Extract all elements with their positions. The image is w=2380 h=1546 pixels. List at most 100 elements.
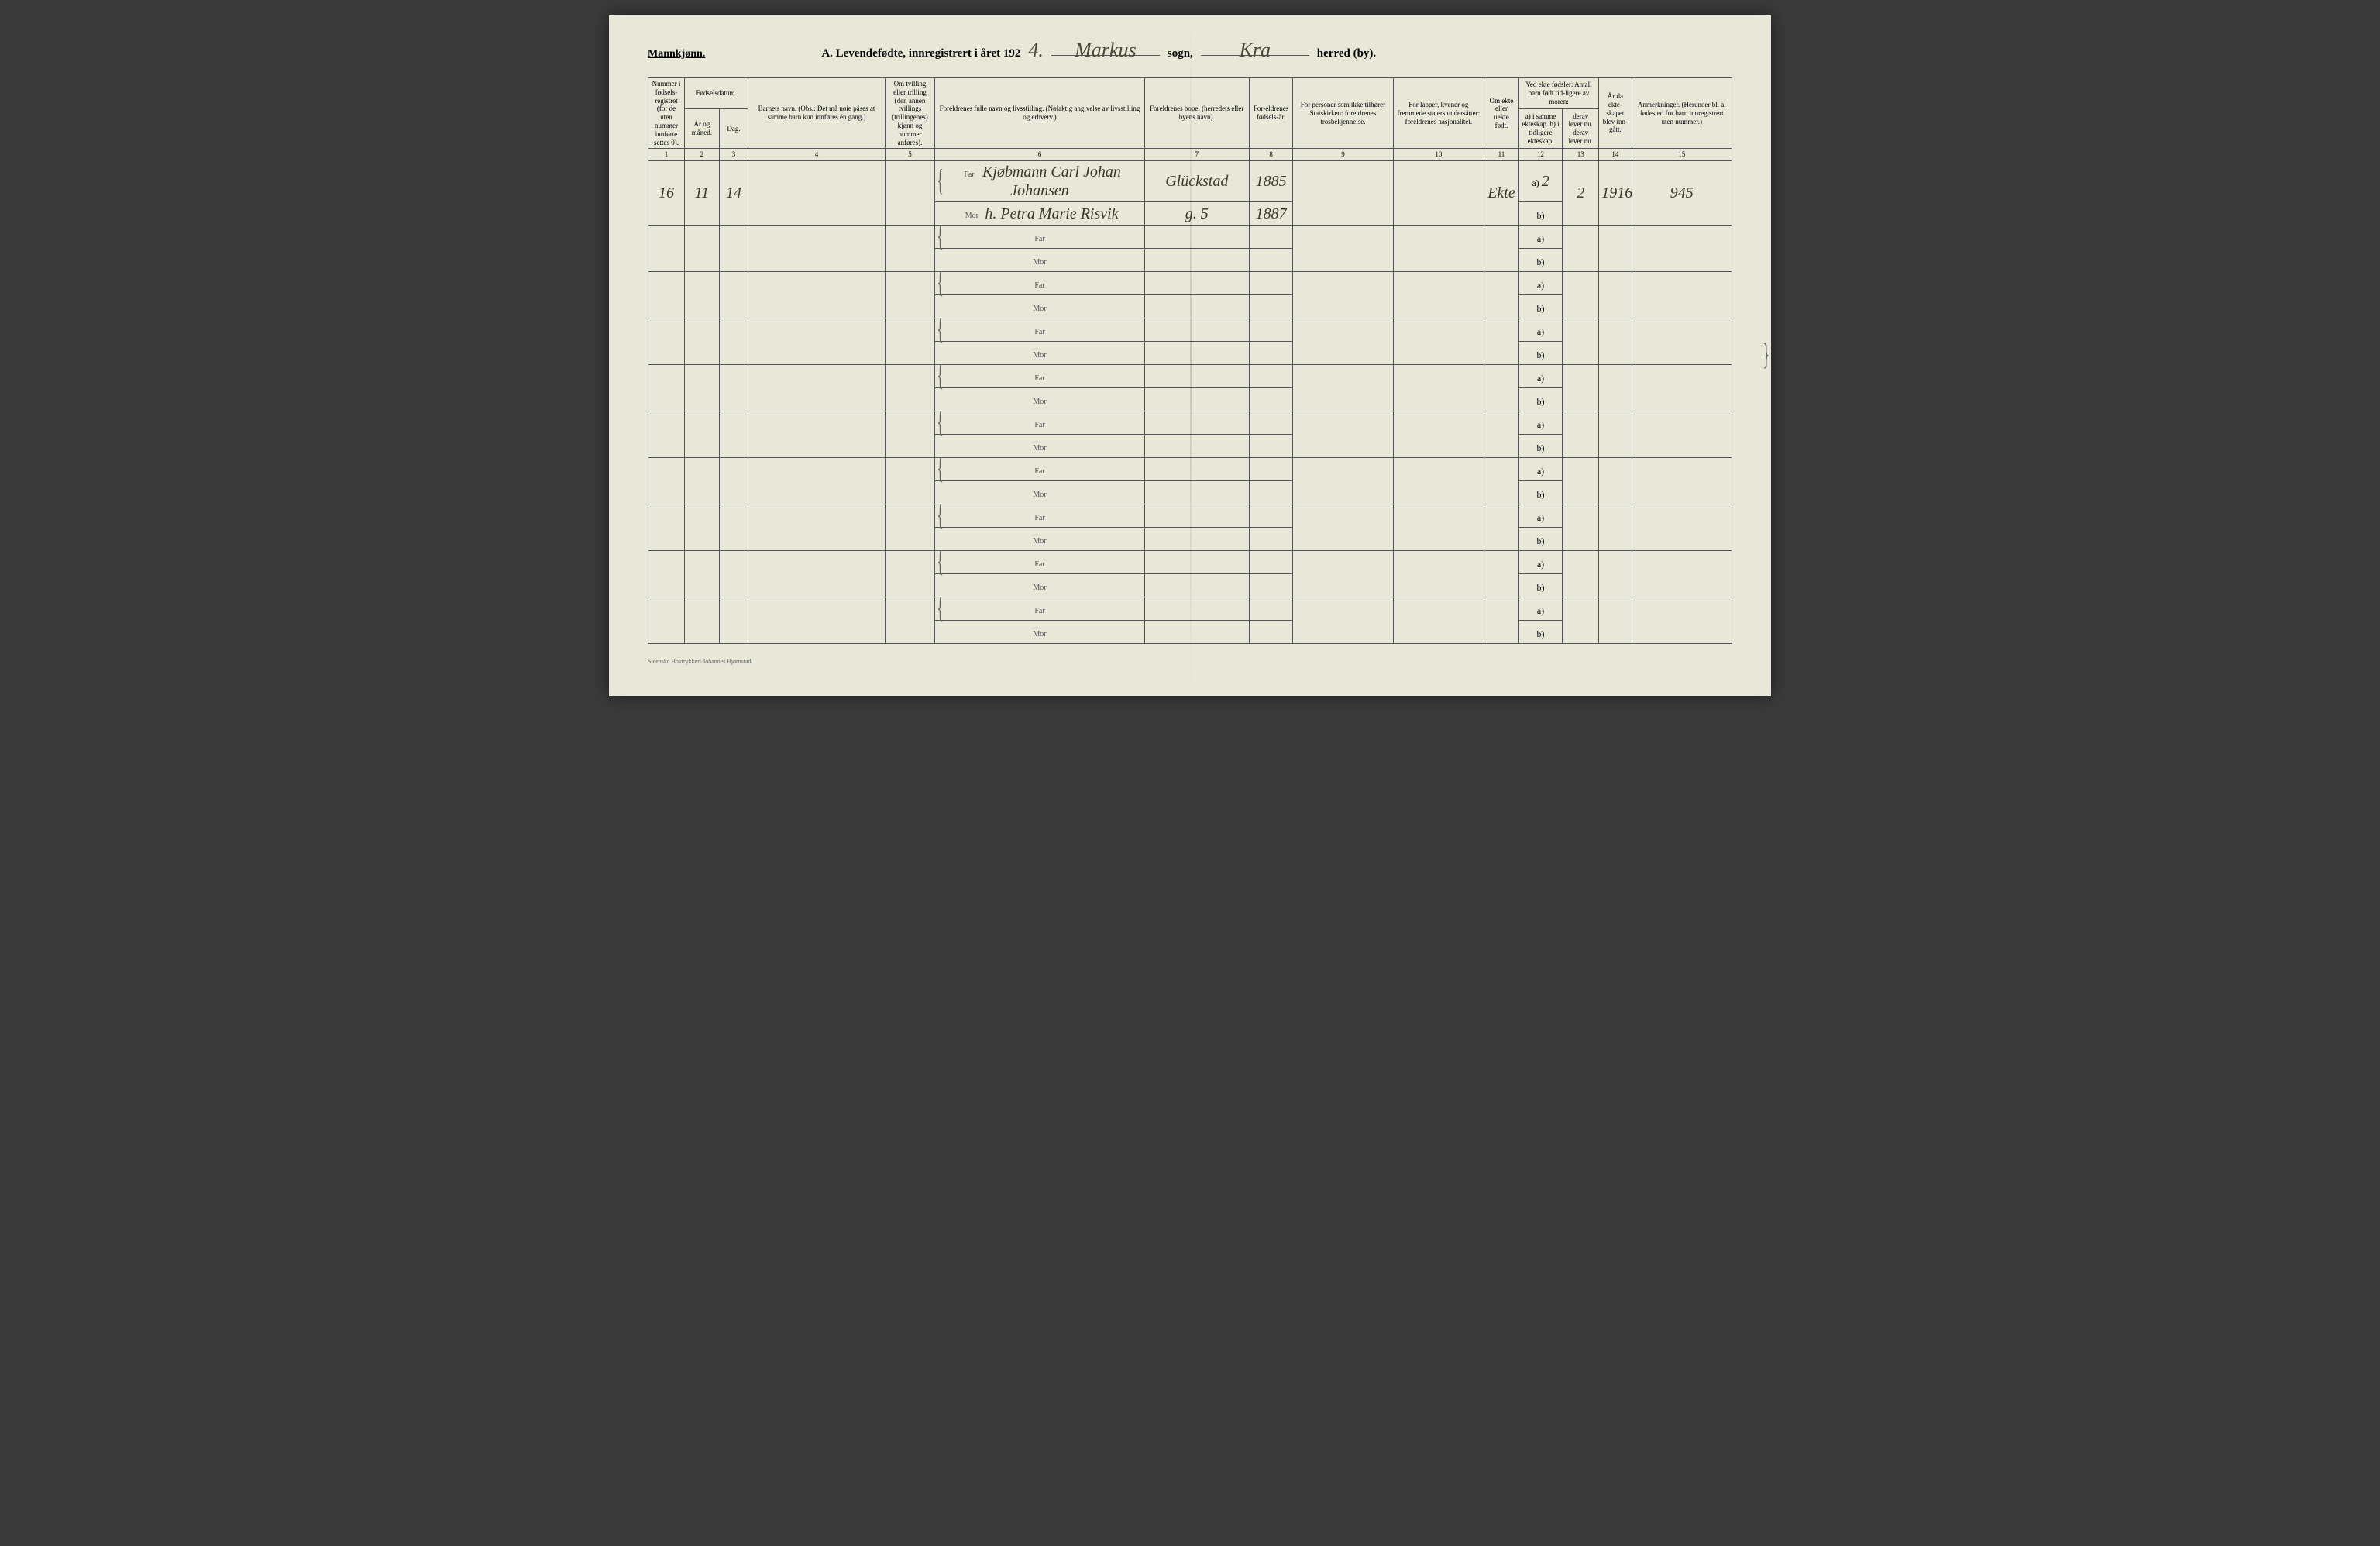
cell <box>1249 528 1292 551</box>
cell: a) <box>1518 318 1562 342</box>
cell <box>748 365 885 411</box>
cell <box>1393 458 1484 504</box>
cell: b) <box>1518 621 1562 644</box>
cell <box>1144 551 1249 574</box>
cell <box>1249 458 1292 481</box>
cell <box>1144 249 1249 272</box>
cell: a) <box>1518 597 1562 621</box>
colnum: 2 <box>685 149 720 161</box>
cell <box>648 226 685 272</box>
cell <box>1293 411 1393 458</box>
cell: b) <box>1518 249 1562 272</box>
cell <box>1484 504 1519 551</box>
parish-label: sogn, <box>1168 47 1193 60</box>
cell: 2 <box>1563 161 1599 226</box>
cell <box>1293 226 1393 272</box>
cell <box>748 318 885 365</box>
colnum: 6 <box>935 149 1144 161</box>
cell <box>885 226 935 272</box>
cell <box>648 365 685 411</box>
cell <box>1599 551 1632 597</box>
cell <box>1293 458 1393 504</box>
cell <box>719 226 748 272</box>
cell: Mor <box>935 481 1144 504</box>
cell <box>1393 161 1484 226</box>
colnum: 1 <box>648 149 685 161</box>
colnum: 11 <box>1484 149 1519 161</box>
col-1-head: Nummer i fødsels-registret (for de uten … <box>648 78 685 149</box>
cell: b) <box>1518 295 1562 318</box>
cell <box>885 504 935 551</box>
col-12-13-group: Ved ekte fødsler: Antall barn født tid-l… <box>1518 78 1598 109</box>
cell <box>648 597 685 644</box>
cell: Far <box>935 551 1144 574</box>
cell <box>1599 504 1632 551</box>
cell: Mor <box>935 388 1144 411</box>
cell <box>748 504 885 551</box>
entry-row-far: Far a) <box>648 226 1732 249</box>
cell <box>1563 504 1599 551</box>
cell <box>685 226 720 272</box>
cell <box>1249 481 1292 504</box>
cell <box>1144 574 1249 597</box>
cell <box>685 272 720 318</box>
cell <box>648 272 685 318</box>
cell <box>719 504 748 551</box>
cell <box>1144 435 1249 458</box>
cell <box>1563 551 1599 597</box>
table-head: Nummer i fødsels-registret (for de uten … <box>648 78 1732 161</box>
entry-row-far: Far a) <box>648 504 1732 528</box>
cell <box>648 318 685 365</box>
cell <box>885 458 935 504</box>
cell <box>1293 161 1393 226</box>
cell: a) <box>1518 458 1562 481</box>
col-2-head: År og måned. <box>685 108 720 148</box>
cell: Glückstad <box>1144 161 1249 202</box>
col-15-head: Anmerkninger. (Herunder bl. a. fødested … <box>1632 78 1732 149</box>
colnum: 13 <box>1563 149 1599 161</box>
cell <box>1293 504 1393 551</box>
district-struck: herred <box>1317 47 1350 60</box>
cell <box>719 318 748 365</box>
entry-row-far: Far a) <box>648 365 1732 388</box>
cell: a) <box>1518 365 1562 388</box>
cell <box>1484 551 1519 597</box>
title-prefix: A. Levendefødte, innregistrert i året 19… <box>821 47 1020 60</box>
cell: Far <box>935 365 1144 388</box>
parish-fill: Markus <box>1051 39 1160 56</box>
cell <box>1144 342 1249 365</box>
col-9-head: For personer som ikke tilhører Statskirk… <box>1293 78 1393 149</box>
cell: a) <box>1518 504 1562 528</box>
cell <box>1484 597 1519 644</box>
col-3-head: Dag. <box>719 108 748 148</box>
cell <box>885 272 935 318</box>
district-fill: Kra <box>1201 39 1309 56</box>
cell: a) <box>1518 226 1562 249</box>
cell <box>1632 458 1732 504</box>
entry-row-far: Far a) <box>648 318 1732 342</box>
cell <box>1249 504 1292 528</box>
cell: b) <box>1518 481 1562 504</box>
cell <box>1144 597 1249 621</box>
cell: b) <box>1518 528 1562 551</box>
col-13-head: derav lever nu. derav lever nu. <box>1563 108 1599 148</box>
col-2-3-group: Fødselsdatum. <box>685 78 748 109</box>
cell <box>648 551 685 597</box>
colnum: 9 <box>1293 149 1393 161</box>
cell <box>1144 504 1249 528</box>
cell: Far Kjøbmann Carl Johan Johansen <box>935 161 1144 202</box>
cell: Far <box>935 504 1144 528</box>
cell <box>685 551 720 597</box>
cell: Far <box>935 411 1144 435</box>
cell <box>685 318 720 365</box>
cell <box>1293 272 1393 318</box>
cell <box>1249 226 1292 249</box>
cell <box>1393 411 1484 458</box>
cell <box>719 365 748 411</box>
cell: a) <box>1518 551 1562 574</box>
col-10-head: For lapper, kvener og fremmede staters u… <box>1393 78 1484 149</box>
cell: b) <box>1518 202 1562 226</box>
cell <box>685 365 720 411</box>
cell: 945 <box>1632 161 1732 226</box>
col-11-head: Om ekte eller uekte født. <box>1484 78 1519 149</box>
